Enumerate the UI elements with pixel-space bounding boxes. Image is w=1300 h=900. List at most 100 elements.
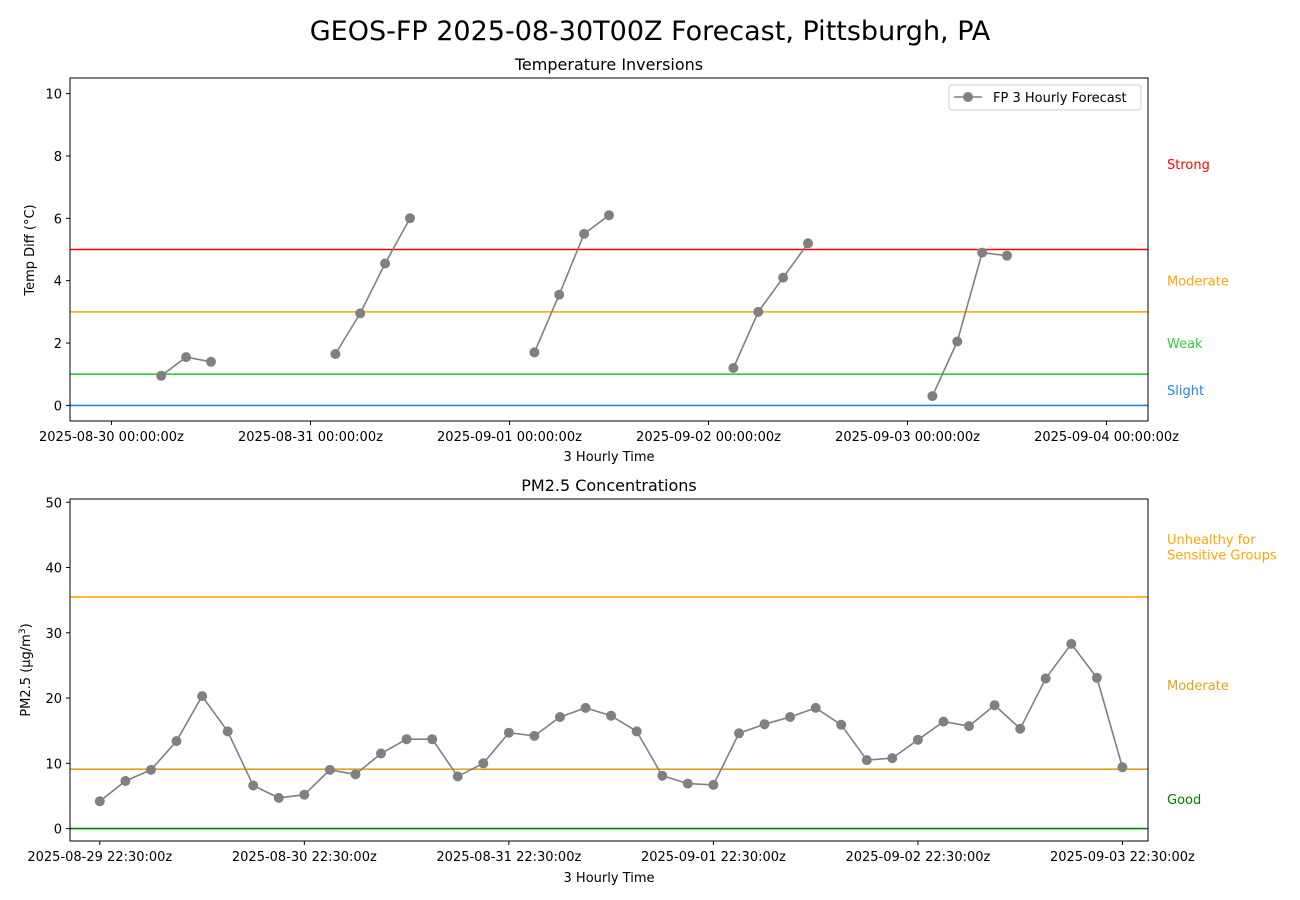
x-axis-label: 3 Hourly Time xyxy=(564,871,655,886)
data-point xyxy=(248,780,259,791)
data-point xyxy=(938,716,949,727)
category-label: Good xyxy=(1167,793,1201,808)
data-point xyxy=(606,710,617,721)
x-tick-label: 2025-08-31 00:00:00z xyxy=(238,430,383,445)
legend-box xyxy=(948,84,1142,111)
y-tick-label: 2 xyxy=(54,337,62,352)
category-label: Slight xyxy=(1167,384,1204,399)
data-point xyxy=(778,272,789,283)
data-point xyxy=(952,336,963,347)
category-label: Moderate xyxy=(1167,275,1229,290)
series-points xyxy=(94,638,1128,807)
data-point xyxy=(1015,723,1026,734)
x-axis-label: 3 Hourly Time xyxy=(564,450,655,465)
data-point xyxy=(580,702,591,713)
x-tick-label: 2025-08-29 22:30:00z xyxy=(27,850,172,865)
y-tick-label: 0 xyxy=(54,399,62,414)
y-tick-label: 6 xyxy=(54,212,62,227)
category-label: Unhealthy for xyxy=(1167,533,1256,548)
data-point xyxy=(803,238,813,249)
data-point xyxy=(197,691,208,702)
plot-frame xyxy=(69,498,1149,842)
data-point xyxy=(912,734,923,745)
series-line-segment xyxy=(334,217,411,355)
y-tick-label: 4 xyxy=(54,275,62,290)
y-tick-label: 30 xyxy=(45,627,62,642)
data-point xyxy=(728,363,739,373)
series-points xyxy=(156,210,1012,402)
data-point xyxy=(120,776,131,786)
data-point xyxy=(1040,673,1051,684)
data-point xyxy=(887,753,898,764)
data-point xyxy=(181,352,192,363)
data-point xyxy=(146,764,156,775)
series-line-segment xyxy=(931,251,1008,397)
category-label: Moderate xyxy=(1167,679,1229,694)
data-point xyxy=(927,391,938,402)
x-tick-label: 2025-08-31 22:30:00z xyxy=(436,850,581,865)
threshold-lines xyxy=(70,596,1148,830)
series-line-segment xyxy=(732,242,809,369)
chart-title: PM2.5 Concentrations xyxy=(521,476,697,495)
y-ticks: 0 10 20 30 40 50 xyxy=(45,496,70,838)
data-point xyxy=(977,247,988,258)
y-tick-label: 20 xyxy=(45,692,62,707)
category-labels: Strong Moderate Weak Slight xyxy=(1167,158,1229,399)
y-axis-label-main: PM2.5 (µg/m xyxy=(19,634,34,717)
data-point xyxy=(401,734,412,745)
data-point xyxy=(604,210,614,221)
data-point xyxy=(785,712,796,722)
series-lines xyxy=(160,214,1008,397)
data-point xyxy=(380,258,391,269)
series-line-segment xyxy=(533,214,610,353)
data-point xyxy=(171,736,182,747)
x-tick-label: 2025-09-03 00:00:00z xyxy=(835,430,980,445)
y-tick-label: 40 xyxy=(45,562,62,577)
category-label: Sensitive Groups xyxy=(1167,548,1277,563)
data-point xyxy=(1002,250,1012,261)
category-label: Weak xyxy=(1167,337,1203,352)
data-point xyxy=(299,789,310,800)
y-tick-label: 10 xyxy=(45,757,62,772)
data-point xyxy=(503,727,514,738)
data-point xyxy=(355,308,366,319)
y-axis-label: Temp Diff (°C) xyxy=(23,204,38,296)
data-point xyxy=(753,306,764,317)
y-tick-label: 0 xyxy=(54,823,62,838)
y-tick-label: 8 xyxy=(54,150,62,165)
data-point xyxy=(273,792,284,803)
y-ticks: 0 2 4 6 8 10 xyxy=(45,88,70,414)
x-tick-label: 2025-09-02 00:00:00z xyxy=(636,430,781,445)
data-point xyxy=(708,779,719,790)
x-tick-label: 2025-08-30 00:00:00z xyxy=(39,430,184,445)
plot-frame xyxy=(69,77,1149,422)
x-tick-label: 2025-09-02 22:30:00z xyxy=(845,850,990,865)
x-ticks: 2025-08-29 22:30:00z 2025-08-30 22:30:00z… xyxy=(27,841,1195,865)
pm25-concentrations-chart: PM2.5 Concentrations 0 10 20 30 40 50 2025-08… xyxy=(18,476,1277,886)
data-point xyxy=(989,700,1000,711)
chart-title: Temperature Inversions xyxy=(514,55,703,74)
x-tick-label: 2025-09-04 00:00:00z xyxy=(1034,430,1179,445)
data-point xyxy=(405,213,415,224)
data-point xyxy=(1117,762,1128,773)
y-axis-label-tail: ) xyxy=(19,623,34,628)
data-point xyxy=(657,770,668,781)
data-point xyxy=(427,734,438,745)
figure-title: GEOS-FP 2025-08-30T00Z Forecast, Pittsbu… xyxy=(310,16,991,47)
legend-label: FP 3 Hourly Forecast xyxy=(993,91,1127,106)
x-tick-label: 2025-09-01 00:00:00z xyxy=(437,430,582,445)
y-tick-label: 50 xyxy=(45,496,62,511)
y-axis-label-sup: 3 xyxy=(18,628,28,634)
data-point xyxy=(94,796,105,807)
legend: FP 3 Hourly Forecast xyxy=(948,84,1142,111)
data-point xyxy=(579,228,590,239)
data-point xyxy=(222,726,233,737)
data-point xyxy=(759,719,770,730)
data-point xyxy=(810,702,821,713)
data-point xyxy=(861,755,872,766)
data-point xyxy=(206,356,216,367)
x-tick-label: 2025-09-01 22:30:00z xyxy=(641,850,786,865)
data-point xyxy=(734,728,744,739)
